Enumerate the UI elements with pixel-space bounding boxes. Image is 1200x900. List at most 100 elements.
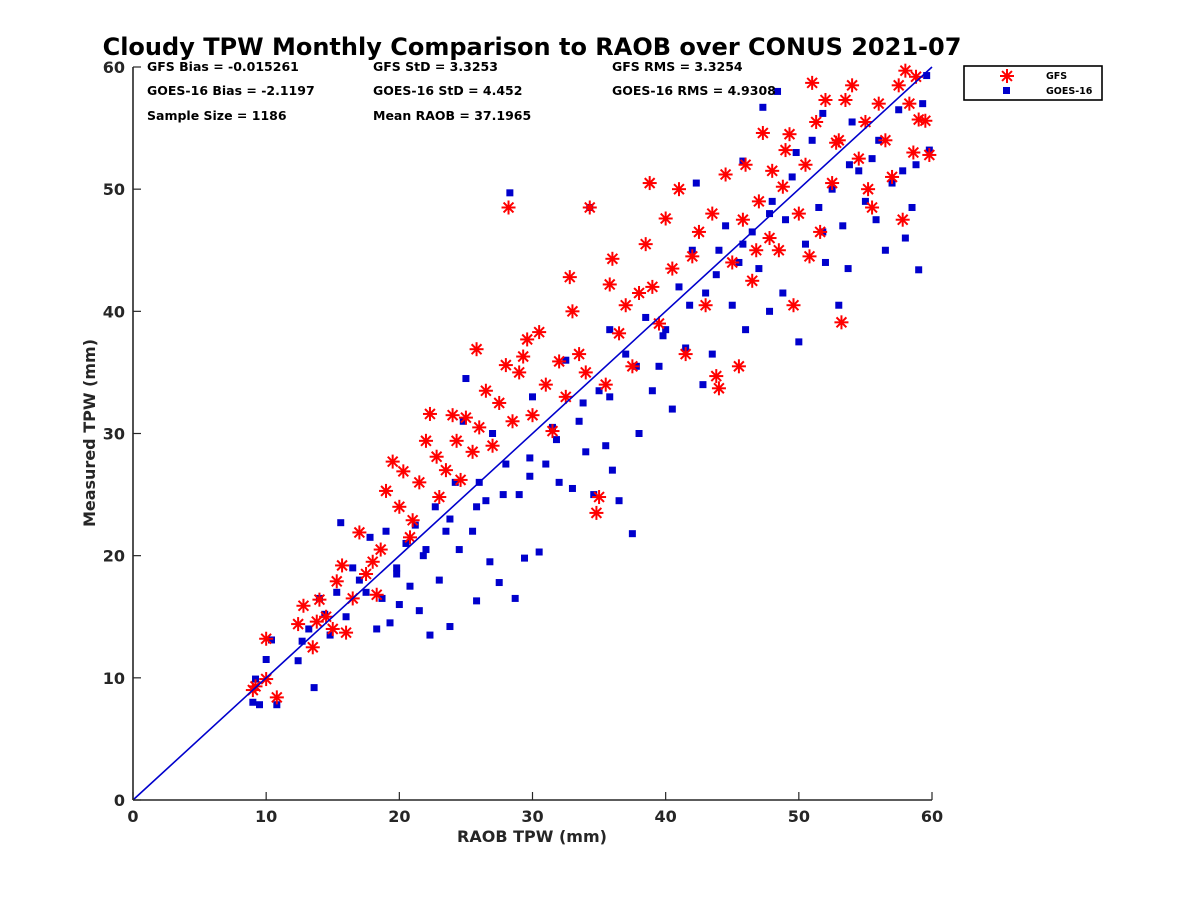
gfs-point-105	[834, 315, 849, 330]
goes16-point-109	[848, 118, 856, 126]
gfs-point-59	[582, 200, 597, 215]
goes16-point-22	[382, 527, 390, 535]
gfs-point-1	[248, 679, 263, 694]
goes16-point-67	[608, 466, 616, 474]
goes16-point-33	[435, 576, 443, 584]
goes16-point-73	[648, 387, 656, 395]
gfs-point-56	[565, 304, 580, 319]
legend-goes-label: GOES-16	[1046, 86, 1093, 97]
goes16-point-137	[552, 436, 560, 444]
goes16-point-58	[562, 356, 570, 364]
legend-gfs-asterisk-icon	[1000, 69, 1014, 83]
gfs-point-52	[545, 424, 560, 439]
gfs-point-13	[335, 558, 350, 573]
gfs-point-21	[379, 483, 394, 498]
gfs-point-85	[731, 359, 746, 374]
goes16-point-141	[446, 515, 454, 523]
y-tick-label: 0	[114, 791, 125, 810]
gfs-point-23	[392, 499, 407, 514]
gfs-point-41	[485, 438, 500, 453]
goes16-point-83	[708, 350, 716, 358]
goes16-point-120	[915, 266, 923, 274]
gfs-point-48	[520, 332, 535, 347]
gfs-point-18	[365, 554, 380, 569]
goes16-point-99	[795, 338, 803, 346]
stat-gfs-rms: GFS RMS = 3.3254	[612, 59, 743, 74]
legend-goes-square-icon	[1003, 87, 1010, 94]
goes16-point-3	[262, 656, 270, 664]
gfs-point-96	[786, 298, 801, 313]
gfs-point-86	[735, 212, 750, 227]
goes16-point-41	[473, 597, 481, 605]
gfs-point-35	[453, 472, 468, 487]
gfs-point-7	[305, 640, 320, 655]
gfs-point-91	[762, 231, 777, 246]
gfs-point-40	[478, 383, 493, 398]
stat-sample-size: Sample Size = 1186	[147, 108, 287, 123]
gfs-point-124	[829, 135, 844, 150]
goes16-point-44	[486, 558, 494, 566]
gfs-point-99	[805, 75, 820, 90]
goes16-point-126	[845, 161, 853, 169]
gfs-point-2	[259, 631, 274, 646]
gfs-point-81	[709, 369, 724, 384]
gfs-point-30	[429, 449, 444, 464]
goes16-point-97	[782, 216, 790, 224]
axis-ticks: 0 10 20 30 40 50 60 0 10 20 30 40 50 60	[103, 58, 943, 826]
gfs-point-65	[612, 326, 627, 341]
goes16-point-132	[686, 301, 694, 309]
goes16-point-46	[495, 579, 503, 587]
gfs-point-114	[891, 78, 906, 93]
gfs-point-50	[532, 325, 547, 340]
goes16-point-55	[542, 460, 550, 468]
goes16-point-77	[675, 283, 683, 291]
goes16-point-128	[792, 149, 800, 157]
goes16-point-125	[872, 216, 880, 224]
gfs-point-71	[645, 279, 660, 294]
goes16-point-16	[349, 564, 357, 572]
goes16-point-69	[622, 350, 630, 358]
goes16-point-131	[712, 271, 720, 279]
gfs-point-127	[749, 243, 764, 258]
gfs-point-126	[775, 179, 790, 194]
gfs-point-17	[359, 566, 374, 581]
stat-goes-std: GOES-16 StD = 4.452	[373, 83, 522, 98]
goes16-point-57	[555, 478, 563, 486]
gfs-point-22	[385, 454, 400, 469]
gfs-point-92	[765, 163, 780, 178]
x-tick-label: 30	[521, 807, 543, 826]
goes16-point-32	[431, 503, 439, 511]
goes16-point-20	[373, 625, 381, 633]
goes16-point-54	[535, 548, 543, 556]
goes16-point-19	[366, 533, 374, 541]
gfs-point-27	[412, 475, 427, 490]
goes16-point-85	[722, 222, 730, 230]
gfs-point-32	[438, 463, 453, 478]
goes16-point-136	[579, 399, 587, 407]
gfs-point-102	[818, 92, 833, 107]
goes16-point-34	[442, 527, 450, 535]
goes16-point-7	[298, 637, 306, 645]
goes16-point-84	[715, 246, 723, 254]
chart-title: Cloudy TPW Monthly Comparison to RAOB ov…	[103, 33, 962, 61]
gfs-point-108	[851, 151, 866, 166]
gfs-point-47	[516, 349, 531, 364]
legend: GFS GOES-16	[963, 65, 1103, 101]
goes16-point-40	[469, 527, 477, 535]
gfs-point-78	[691, 224, 706, 239]
gfs-point-31	[432, 490, 447, 505]
gfs-point-72	[652, 316, 667, 331]
goes16-point-2	[256, 701, 264, 709]
goes16-point-39	[462, 375, 470, 383]
gfs-point-116	[902, 96, 917, 111]
gfs-point-49	[525, 408, 540, 423]
gfs-point-60	[589, 505, 604, 520]
gfs-point-63	[602, 277, 617, 292]
gfs-point-77	[685, 249, 700, 264]
data-points	[245, 63, 937, 709]
goes16-point-107	[839, 222, 847, 230]
goes16-point-65	[602, 442, 610, 450]
gfs-point-74	[665, 261, 680, 276]
goes16-point-92	[759, 103, 767, 111]
